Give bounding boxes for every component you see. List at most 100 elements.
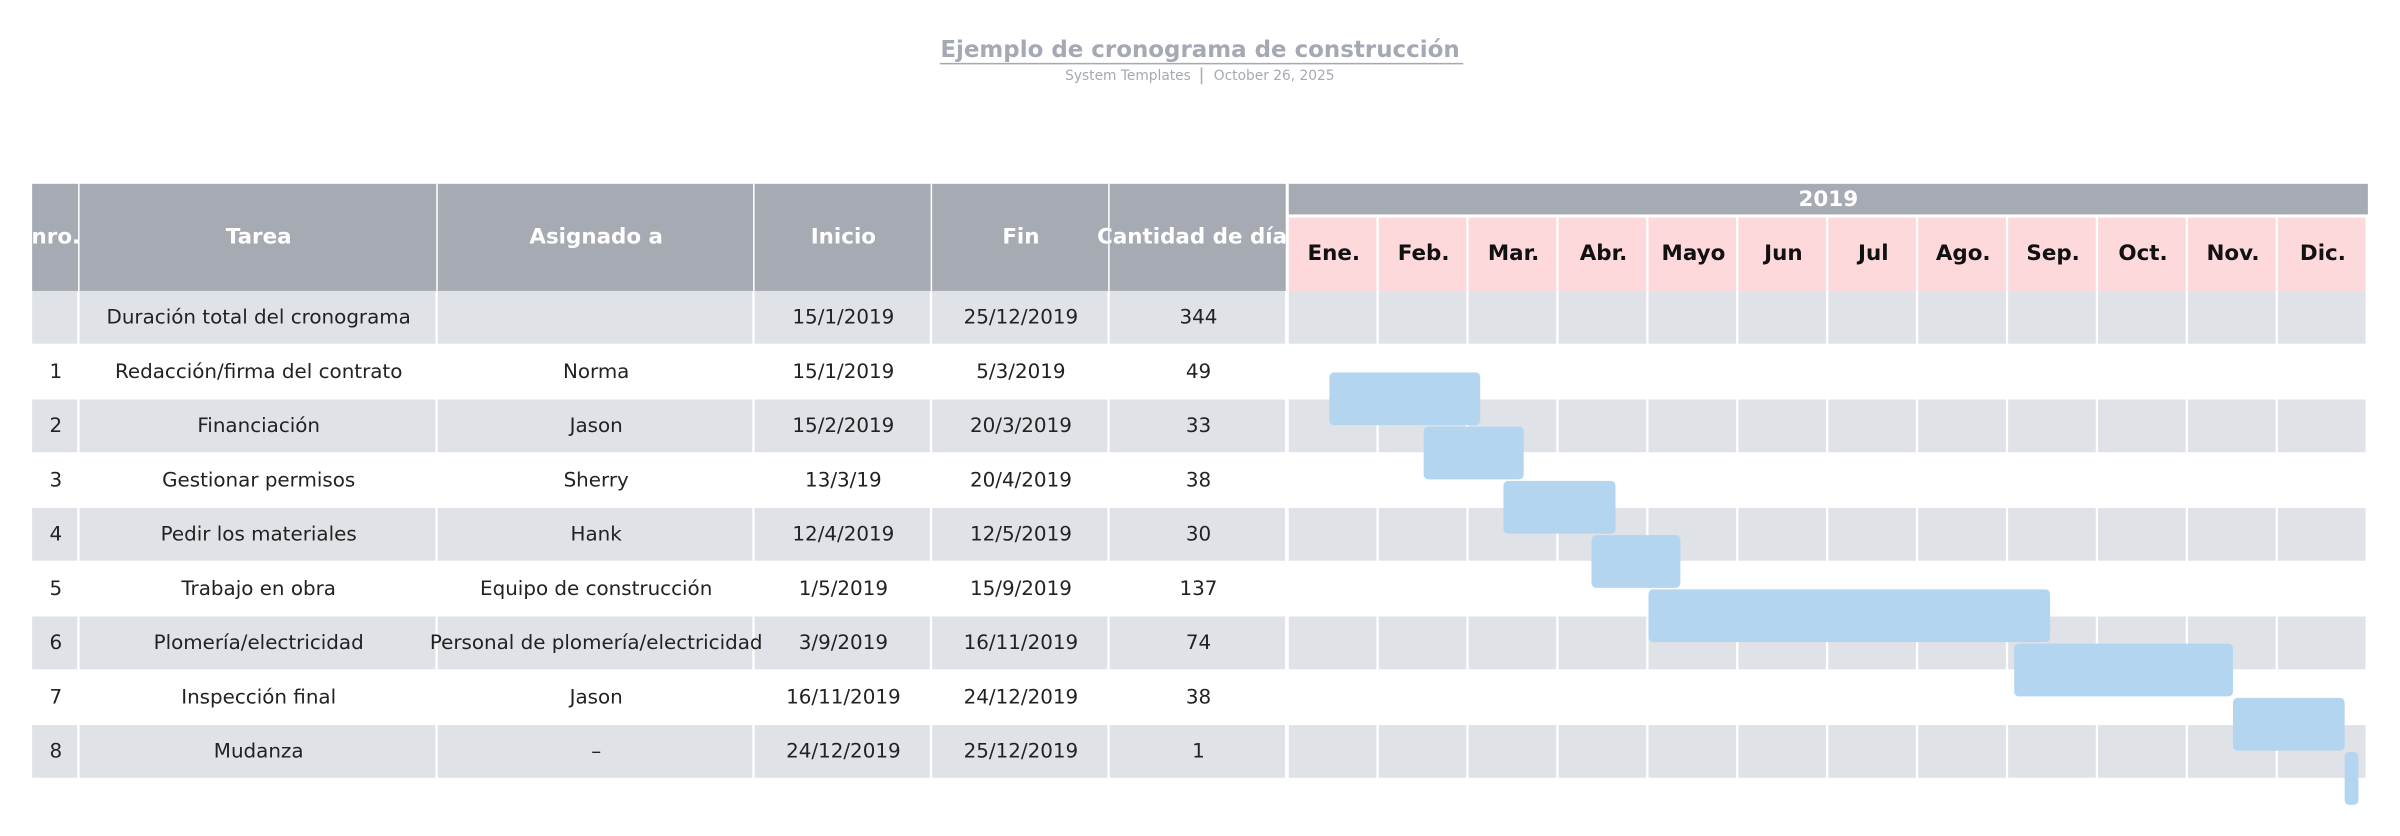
gantt-bar: [2232, 697, 2345, 751]
cell-text: Inspección final: [181, 685, 336, 708]
cell-text: 74: [1186, 631, 1211, 654]
row-cell: [79, 616, 436, 670]
cell-text: 25/12/2019: [964, 740, 1079, 763]
month: Oct.: [2118, 241, 2167, 266]
column-header: Fin: [1002, 224, 1039, 249]
row-cell: [2098, 290, 2186, 344]
gantt-bar: [1591, 535, 1681, 588]
header-cell: [32, 183, 79, 291]
cell-text: Financiación: [197, 414, 320, 437]
row-cell: [754, 507, 930, 561]
cell-text: Redacción/firma del contrato: [115, 360, 402, 383]
cell-text: 38: [1186, 468, 1211, 491]
row-cell: [437, 399, 753, 453]
row-cell: [1109, 507, 1285, 561]
row-cell: [2277, 507, 2366, 561]
cell-text: 38: [1186, 685, 1211, 708]
row-cell: [1288, 616, 1377, 670]
cell-text: 137: [1180, 577, 1218, 600]
cell-text: 12/5/2019: [970, 523, 1072, 546]
row-cell: [1918, 399, 2006, 453]
month: Mar.: [1488, 241, 1539, 266]
cell-text: 8: [50, 740, 63, 763]
row-cell: [1738, 290, 1827, 344]
cell-text: 15/2/2019: [792, 414, 894, 437]
source: System Templates: [1065, 68, 1191, 84]
row-cell: [79, 725, 436, 778]
row-cell: [1468, 290, 1557, 344]
row-cell: [1109, 725, 1285, 778]
row-cell: [1378, 725, 1467, 778]
cell-text: 24/12/2019: [964, 685, 1079, 708]
cell-text: 49: [1186, 360, 1211, 383]
row-cell: [32, 507, 78, 561]
row-cell: [754, 725, 930, 778]
row-cell: [1828, 507, 1916, 561]
month-cell: [1738, 217, 1827, 291]
cell-text: Equipo de construcción: [480, 577, 712, 600]
cell-text: 15/9/2019: [970, 577, 1072, 600]
gantt-bar: [2014, 643, 2233, 697]
cell-text: Jason: [568, 685, 623, 708]
row-cell: [1918, 725, 2006, 778]
row-cell: [1468, 616, 1557, 670]
row-cell: [437, 507, 753, 561]
row-cell: [2008, 507, 2096, 561]
month-cell: [2277, 217, 2366, 291]
row-cell: [1558, 616, 1647, 670]
row-cell: [932, 290, 1108, 344]
row-cell: [932, 399, 1108, 453]
cell-text: 20/3/2019: [970, 414, 1072, 437]
row-cell: [32, 290, 78, 344]
gantt-bar: [1503, 480, 1616, 534]
month-cell: [2098, 217, 2186, 291]
gantt-bar: [1648, 589, 2051, 643]
cell-text: Plomería/electricidad: [154, 631, 364, 654]
cell-text: 33: [1186, 414, 1211, 437]
row-cell: [32, 616, 78, 670]
column-header: Inicio: [811, 224, 876, 249]
row-cell: [2277, 290, 2366, 344]
month-cell: [1468, 217, 1557, 291]
row-cell: [1648, 290, 1737, 344]
gantt-bar: [1329, 372, 1481, 426]
row-cell: [32, 725, 78, 778]
cell-text: Pedir los materiales: [161, 523, 357, 546]
header-cell: [79, 183, 437, 291]
cell-text: 24/12/2019: [786, 740, 901, 763]
month-cell: [1558, 217, 1647, 291]
cell-text: 15/1/2019: [792, 306, 894, 329]
gantt-bar: [2344, 752, 2359, 805]
header-cell: [754, 183, 931, 291]
month: Mayo: [1662, 241, 1726, 266]
row-cell: [1828, 399, 1916, 453]
cell-text: 5: [50, 577, 63, 600]
header-cell: [437, 183, 754, 291]
row-cell: [2188, 290, 2276, 344]
row-cell: [1828, 725, 1916, 778]
gantt-bar: [1423, 426, 1524, 480]
year-header: [1288, 183, 2368, 215]
cell-text: 15/1/2019: [792, 360, 894, 383]
row-cell: [437, 725, 753, 778]
row-cell: [2277, 616, 2366, 670]
row-cell: [1918, 507, 2006, 561]
cell-text: 3/9/2019: [799, 631, 888, 654]
row-cell: [1288, 290, 1377, 344]
row-cell: [1558, 399, 1647, 453]
row-cell: [79, 399, 436, 453]
cell-text: 7: [50, 685, 63, 708]
row-cell: [32, 399, 78, 453]
cell-text: 5/3/2019: [976, 360, 1065, 383]
column-header: Tarea: [226, 224, 292, 249]
cell-text: Duración total del cronograma: [107, 306, 411, 329]
gantt-table: nro. Tarea Asignado a Inicio Fin Cantidad de …: [32, 183, 2368, 805]
row-cell: [1648, 399, 1737, 453]
header-cell: [1109, 183, 1286, 291]
row-cell: [2008, 725, 2096, 778]
column-header: nro.: [32, 224, 81, 249]
row-cell: [1468, 725, 1557, 778]
row-cell: [1918, 290, 2006, 344]
month: Abr.: [1580, 241, 1628, 266]
cell-text: –: [591, 740, 601, 763]
